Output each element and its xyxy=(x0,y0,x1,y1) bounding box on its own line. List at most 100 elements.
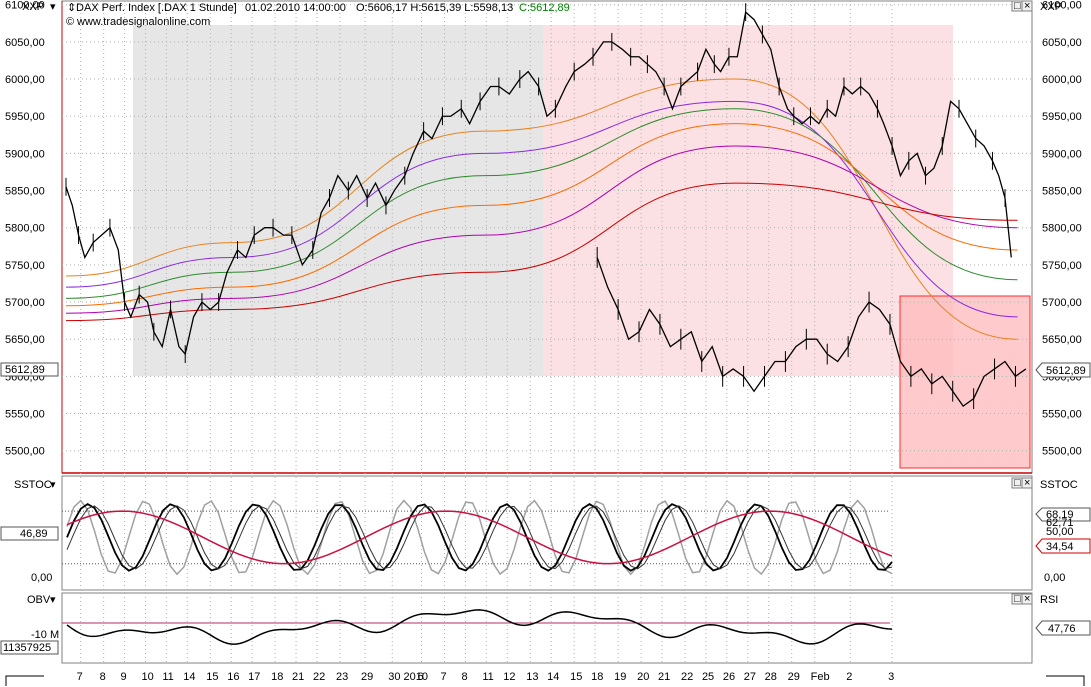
x-tick-label: 2 xyxy=(846,671,852,683)
obv-line xyxy=(66,609,893,645)
price-tick-label-left: 6050,00 xyxy=(5,37,45,49)
chevron-down-icon[interactable]: ▾ xyxy=(50,479,56,491)
header-datetime: 01.02.2010 14:00:00 xyxy=(245,2,346,14)
x-tick-label: 20 xyxy=(637,671,649,683)
sstoc-last-value-left: 46,89 xyxy=(20,528,48,540)
sstoc-series xyxy=(62,499,893,576)
sstoc-panel-frame xyxy=(61,475,1033,591)
svg-text:□: □ xyxy=(1014,477,1021,489)
copyright-icon: © xyxy=(66,16,74,28)
price-tick-label-left: 5650,00 xyxy=(5,334,45,346)
price-tick-label-left: 5900,00 xyxy=(5,148,45,160)
rsi-last-value-right: 47,76 xyxy=(1048,623,1076,635)
x-tick-label: 29 xyxy=(361,671,373,683)
x-tick-label: 11 xyxy=(162,671,173,683)
sstoc-tick-0-right: 0,00 xyxy=(1044,572,1065,584)
moving-averages xyxy=(65,78,1018,340)
x-tick-label: 8 xyxy=(461,671,467,683)
price-tick-label-right: 5900,00 xyxy=(1042,148,1082,160)
price-tick-label-left: 5950,00 xyxy=(5,111,45,123)
scroll-right-handle[interactable] xyxy=(1046,675,1085,686)
chevron-down-icon[interactable]: ▾ xyxy=(50,1,56,13)
price-tick-label-right: 5550,00 xyxy=(1042,409,1082,421)
x-tick-label: 21 xyxy=(658,671,670,683)
x-tick-label: 22 xyxy=(681,671,693,683)
sstoc-right-value-4: 34,54 xyxy=(1046,541,1074,553)
price-tick-label-left: 6100,00 xyxy=(5,0,45,12)
sstoc-label-right: SSTOC xyxy=(1040,479,1078,491)
price-last-tag-right-shape xyxy=(1035,362,1091,378)
price-tick-label-left: 5750,00 xyxy=(5,260,45,272)
price-line xyxy=(65,10,1012,356)
price-tick-label-left: 5550,00 xyxy=(5,409,45,421)
sstoc-tag-1-shape xyxy=(1035,507,1091,522)
source-url: www.tradesignalonline.com xyxy=(76,16,210,28)
grey-shade-region xyxy=(133,25,543,376)
sstoc-right-value-2: 62,71 xyxy=(1046,517,1074,529)
price-tick-label-left: 6000,00 xyxy=(5,74,45,86)
price-last-value-right: 5612,89 xyxy=(1046,365,1086,377)
instrument-name: DAX Perf. Index [.DAX 1 Stunde] xyxy=(76,2,237,14)
price-tick-label-right: 5650,00 xyxy=(1042,334,1082,346)
svg-text:×: × xyxy=(1024,593,1030,605)
x-tick-label: 7 xyxy=(77,671,83,683)
x-tick-label: 12 xyxy=(503,671,515,683)
x-tick-label: 11 xyxy=(482,671,493,683)
sstoc-tick-0: 0,00 xyxy=(31,572,52,584)
future-box xyxy=(899,295,1031,469)
sstoc-d-line xyxy=(66,505,893,570)
sstoc-last-tag-left xyxy=(0,526,59,541)
obv-close-button[interactable]: × xyxy=(1021,593,1033,605)
sstoc-fast-line xyxy=(66,499,893,576)
x-tick-label: 28 xyxy=(765,671,777,683)
symbol-right: XXP xyxy=(1040,1,1062,13)
price-restore-button[interactable]: □ xyxy=(1011,0,1023,12)
price-tick-label-right: 6100,00 xyxy=(1042,0,1082,12)
moving-average-line xyxy=(65,123,1018,307)
x-tick-label: 7 xyxy=(441,671,447,683)
sstoc-restore-button[interactable]: □ xyxy=(1011,477,1023,489)
obv-tick: -10 M xyxy=(31,629,59,641)
rsi-tag-shape xyxy=(1035,620,1091,636)
x-tick-label: 25 xyxy=(702,671,714,683)
price-tick-label-right: 5700,00 xyxy=(1042,297,1082,309)
scroll-left-handle[interactable] xyxy=(5,675,44,686)
price-tick-label-right: 5800,00 xyxy=(1042,223,1082,235)
price-last-value-left: 5612,89 xyxy=(5,364,45,376)
price-tick-label-right: 6050,00 xyxy=(1042,37,1082,49)
x-tick-label: 21 xyxy=(292,671,304,683)
price-line xyxy=(596,257,1027,408)
sstoc-right-value-1: 68,19 xyxy=(1046,509,1074,521)
price-close-button[interactable]: × xyxy=(1021,0,1033,12)
price-tick-label-left: 5850,00 xyxy=(5,186,45,198)
price-tick-label-left: 5500,00 xyxy=(5,446,45,458)
sstoc-label-left: SSTOC xyxy=(14,479,52,491)
obv-restore-button[interactable]: □ xyxy=(1011,593,1023,605)
obv-last-value-left: 11357925 xyxy=(3,642,51,654)
obv-label-left: OBV xyxy=(27,594,51,606)
x-tick-label: 22 xyxy=(313,671,325,683)
price-tick-label-right: 5850,00 xyxy=(1042,186,1082,198)
svg-text:□: □ xyxy=(1014,0,1021,12)
sstoc-close-button[interactable]: × xyxy=(1021,477,1033,489)
x-tick-label: 14 xyxy=(183,671,195,683)
x-tick-label: 8 xyxy=(100,671,106,683)
x-tick-label: 26 xyxy=(723,671,735,683)
price-last-tag-left xyxy=(0,362,59,377)
price-tick-label-right: 6000,00 xyxy=(1042,74,1082,86)
moving-average-line xyxy=(65,78,1018,340)
x-tick-label: Feb xyxy=(811,671,830,683)
x-tick-label: 15 xyxy=(206,671,218,683)
obv-series xyxy=(62,609,893,645)
chevron-down-icon[interactable]: ▾ xyxy=(50,594,56,606)
price-tick-label-left: 5700,00 xyxy=(5,297,45,309)
price-series xyxy=(65,3,1027,410)
x-tick-label: 16 xyxy=(227,671,239,683)
obv-last-tag-left xyxy=(0,640,59,655)
x-tick-label: 14 xyxy=(547,671,559,683)
svg-text:□: □ xyxy=(1014,593,1021,605)
x-tick-label: 23 xyxy=(336,671,348,683)
x-tick-label: 29 xyxy=(788,671,800,683)
price-tick-label-right: 5950,00 xyxy=(1042,111,1082,123)
